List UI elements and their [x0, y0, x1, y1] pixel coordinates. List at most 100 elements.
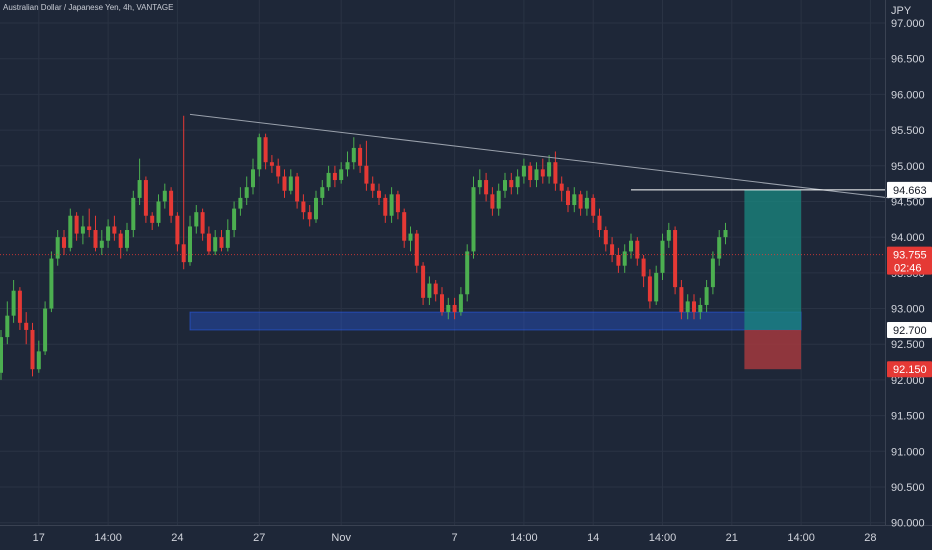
candle-body — [238, 197, 243, 209]
candle-body — [559, 183, 564, 191]
price-tag-current-bg — [887, 246, 932, 275]
candle-body — [131, 197, 136, 231]
candle-body — [717, 237, 722, 259]
candle-body — [219, 237, 224, 248]
candle-body — [87, 226, 92, 231]
candle-body — [597, 215, 602, 231]
price-tag-current: 93.755 — [893, 250, 927, 262]
candle-body — [547, 162, 552, 177]
candle-body — [137, 180, 142, 198]
candle-body — [584, 197, 589, 209]
y-tick-label: 91.000 — [891, 446, 925, 458]
candle-body — [213, 237, 218, 252]
candle-body — [125, 230, 129, 248]
trendline — [189, 113, 890, 199]
candle-body — [162, 190, 167, 202]
candle-body — [578, 194, 583, 209]
candle-body — [345, 162, 350, 170]
candle-body — [515, 176, 520, 188]
candle-body — [647, 276, 652, 302]
candle-body — [30, 329, 35, 370]
price-axis[interactable]: 97.000 96.500 96.000 95.500 95.000 94.500 94.0… — [891, 18, 925, 530]
target-zone — [744, 189, 802, 330]
candle-body — [269, 162, 274, 166]
candle-body — [358, 147, 363, 166]
candle-body — [395, 194, 400, 213]
x-tick-label: 14:00 — [94, 532, 122, 544]
candle-body — [370, 183, 375, 191]
candle-body — [521, 165, 526, 177]
candle-body — [553, 162, 558, 184]
candle-body — [99, 240, 104, 248]
candle-body — [112, 226, 117, 234]
candle-body — [17, 290, 22, 323]
candle-body — [93, 230, 98, 248]
candle-body — [629, 240, 633, 252]
support-zone — [189, 311, 802, 331]
y-tick-label: 94.000 — [891, 232, 925, 244]
candle-body — [24, 322, 29, 330]
price-tag-stop: 92.150 — [893, 364, 927, 376]
candle-body — [251, 169, 255, 188]
x-tick-label: Nov — [331, 532, 351, 544]
candle-body — [332, 172, 337, 181]
chart-title: Australian Dollar / Japanese Yen, 4h, VA… — [3, 3, 174, 12]
y-tick-label: 90.500 — [891, 482, 925, 494]
candle-body — [320, 187, 325, 198]
candle-body — [11, 290, 16, 316]
price-tag-entry: 92.700 — [893, 325, 927, 337]
candle-body — [263, 137, 268, 163]
candle-body — [427, 283, 432, 298]
candle-body — [503, 180, 507, 191]
candle-body — [364, 165, 369, 184]
overlays — [0, 113, 890, 256]
candle-body — [200, 212, 205, 234]
candle-body — [206, 233, 211, 252]
x-tick-label: 21 — [726, 532, 738, 544]
candle-body — [490, 194, 495, 209]
candle-body — [276, 165, 281, 177]
y-tick-label: 96.500 — [891, 54, 925, 66]
candle-body — [307, 212, 312, 220]
candle-body — [465, 251, 470, 295]
candle-body — [572, 194, 577, 206]
candle-body — [471, 187, 476, 252]
currency-label: JPY — [891, 5, 912, 17]
candle-body — [660, 240, 665, 273]
candle-body — [257, 137, 262, 170]
candle-body — [477, 180, 482, 188]
candle-body — [610, 244, 615, 255]
candle-body — [232, 208, 237, 231]
candle-body — [635, 240, 640, 259]
candle-body — [74, 215, 79, 234]
y-tick-label: 95.500 — [891, 125, 925, 137]
candle-body — [509, 180, 514, 188]
x-tick-label: 27 — [253, 532, 265, 544]
price-tag-stop-bg — [887, 361, 932, 378]
candles — [0, 115, 728, 380]
candle-body — [414, 233, 419, 266]
candle-body — [377, 190, 381, 198]
candle-body — [528, 165, 533, 181]
candle-body — [295, 176, 300, 202]
candle-body — [484, 180, 489, 195]
x-tick-label: 17 — [33, 532, 45, 544]
candle-body — [723, 230, 728, 238]
candle-body — [118, 233, 123, 248]
candle-body — [43, 308, 48, 352]
time-axis[interactable]: 17 14:00 24 27 Nov 7 14:00 14 14:00 21 14:00 28 — [33, 532, 877, 544]
grid — [0, 0, 885, 525]
candle-body — [351, 147, 356, 163]
price-tag-entry-bg — [887, 321, 932, 338]
candle-body — [534, 169, 539, 181]
candle-body — [666, 230, 671, 241]
y-tick-label: 97.000 — [891, 18, 925, 30]
candle-body — [49, 258, 54, 309]
candle-body — [106, 226, 111, 241]
candle-body — [181, 244, 186, 263]
y-tick-label: 95.000 — [891, 161, 925, 173]
candle-body — [654, 272, 659, 302]
candle-body — [143, 180, 148, 216]
candle-body — [679, 287, 684, 313]
